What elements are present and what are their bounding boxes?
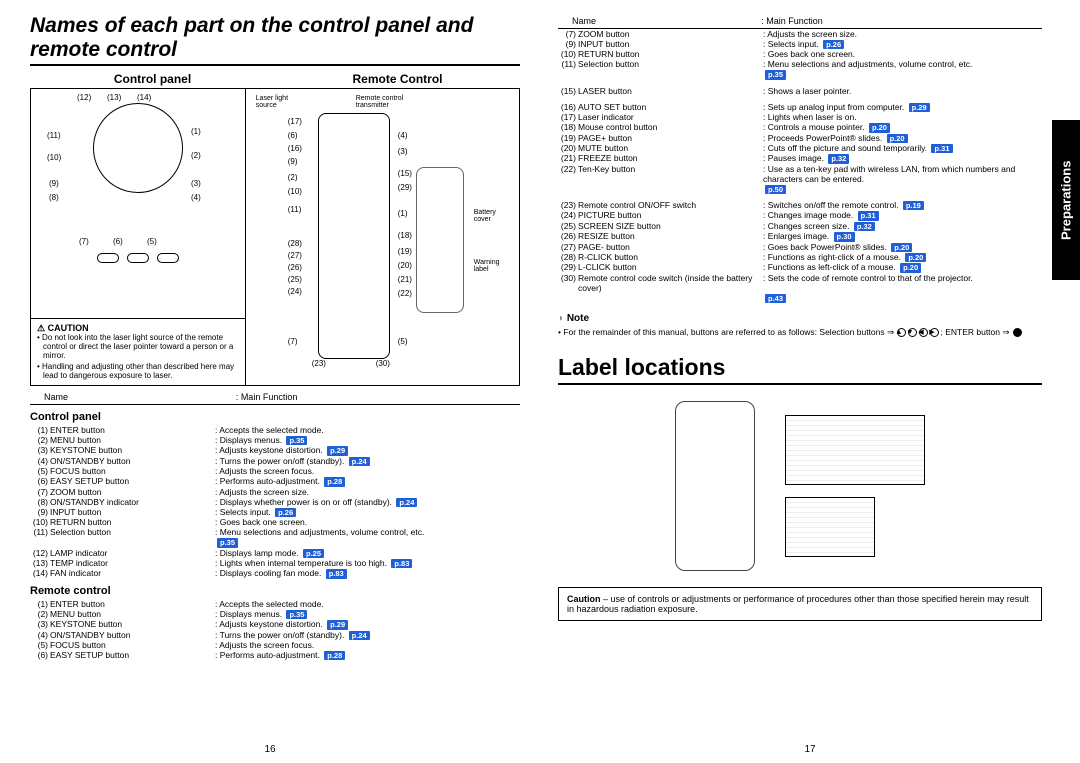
function-row: (21)FREEZE buttonPauses image. p.32 — [558, 153, 1042, 163]
function-row: (6)EASY SETUP buttonPerforms auto-adjust… — [30, 476, 520, 486]
th-function: Main Function — [241, 392, 298, 402]
main-title: Names of each part on the control panel … — [30, 14, 520, 62]
caution-item: Handling and adjusting other than descri… — [37, 362, 239, 380]
label-locations-title: Label locations — [558, 354, 1042, 381]
function-row: (8)ON/STANDBY indicatorDisplays whether … — [30, 497, 520, 507]
caution-box: ⚠ CAUTION Do not look into the laser lig… — [31, 318, 245, 385]
function-row: (11)Selection buttonMenu selections and … — [558, 59, 1042, 69]
function-row: (15)LASER buttonShows a laser pointer. — [558, 86, 1042, 96]
function-row: (5)FOCUS buttonAdjusts the screen focus. — [30, 640, 520, 650]
caution-item: Do not look into the laser light source … — [37, 333, 239, 361]
th-name-r: Name — [558, 16, 761, 26]
page-number-right: 17 — [540, 744, 1080, 755]
page-number-left: 16 — [0, 744, 540, 755]
function-row: (2)MENU buttonDisplays menus. p.35 — [30, 609, 520, 619]
function-row: (27)PAGE- buttonGoes back PowerPoint® sl… — [558, 242, 1042, 252]
function-row: (17)Laser indicatorLights when laser is … — [558, 112, 1042, 122]
function-row: (2)MENU buttonDisplays menus. p.35 — [30, 435, 520, 445]
function-row: (1)ENTER buttonAccepts the selected mode… — [30, 599, 520, 609]
control-panel-diagram: (12) (13) (14) (11) (10) (9) (8) (1) (2)… — [31, 89, 245, 318]
function-row: (4)ON/STANDBY buttonTurns the power on/o… — [30, 456, 520, 466]
function-row: (29)L-CLICK buttonFunctions as left-clic… — [558, 262, 1042, 272]
function-row: (13)TEMP indicatorLights when internal t… — [30, 558, 520, 568]
head-remote-control: Remote Control — [275, 72, 520, 86]
table-header-right: Name : Main Function — [558, 16, 1042, 29]
function-row: (12)LAMP indicatorDisplays lamp mode. p.… — [30, 548, 520, 558]
function-row: p.35 — [558, 69, 1042, 79]
function-row: (10)RETURN buttonGoes back one screen. — [558, 49, 1042, 59]
label-locations-diagram — [558, 391, 1042, 581]
function-row: (9)INPUT buttonSelects input. p.26 — [30, 507, 520, 517]
note-heading: Note — [558, 313, 1042, 324]
function-row: p.43 — [558, 293, 1042, 303]
head-control-panel: Control panel — [30, 72, 275, 86]
th-function-r: Main Function — [766, 16, 823, 26]
function-row: p.35 — [30, 537, 520, 547]
function-row: (24)PICTURE buttonChanges image mode. p.… — [558, 210, 1042, 220]
function-row: (30)Remote control code switch (inside t… — [558, 273, 1042, 293]
table-header: Name : Main Function — [30, 392, 520, 405]
function-row: (11)Selection buttonMenu selections and … — [30, 527, 520, 537]
caution-heading: ⚠ CAUTION — [37, 323, 239, 333]
function-row: (4)ON/STANDBY buttonTurns the power on/o… — [30, 630, 520, 640]
function-row: (6)EASY SETUP buttonPerforms auto-adjust… — [30, 650, 520, 660]
function-row: p.50 — [558, 184, 1042, 194]
function-row: (18)Mouse control buttonControls a mouse… — [558, 122, 1042, 132]
function-row: (1)ENTER buttonAccepts the selected mode… — [30, 425, 520, 435]
function-row: (19)PAGE+ buttonProceeds PowerPoint® sli… — [558, 133, 1042, 143]
function-row: (5)FOCUS buttonAdjusts the screen focus. — [30, 466, 520, 476]
section-control-panel: Control panel — [30, 411, 520, 423]
function-row: (7)ZOOM buttonAdjusts the screen size. — [558, 29, 1042, 39]
side-tab-preparations: Preparations — [1052, 120, 1080, 280]
function-row: (25)SCREEN SIZE buttonChanges screen siz… — [558, 221, 1042, 231]
caution-bottom: Caution – use of controls or adjustments… — [558, 587, 1042, 621]
function-row: (9)INPUT buttonSelects input. p.26 — [558, 39, 1042, 49]
function-row: (3)KEYSTONE buttonAdjusts keystone disto… — [30, 619, 520, 629]
diagram-box: (12) (13) (14) (11) (10) (9) (8) (1) (2)… — [30, 88, 520, 386]
remote-control-diagram: Laser light source Remote control transm… — [246, 89, 519, 385]
function-row: (20)MUTE buttonCuts off the picture and … — [558, 143, 1042, 153]
function-row: (26)RESIZE buttonEnlarges image. p.30 — [558, 231, 1042, 241]
function-row: (3)KEYSTONE buttonAdjusts keystone disto… — [30, 445, 520, 455]
function-row: (7)ZOOM buttonAdjusts the screen size. — [30, 487, 520, 497]
function-row: (10)RETURN buttonGoes back one screen. — [30, 517, 520, 527]
rule2 — [558, 383, 1042, 385]
section-remote-control: Remote control — [30, 585, 520, 597]
th-name: Name — [30, 392, 236, 402]
function-row: (28)R-CLICK buttonFunctions as right-cli… — [558, 252, 1042, 262]
function-row: (14)FAN indicatorDisplays cooling fan mo… — [30, 568, 520, 578]
note-body: For the remainder of this manual, button… — [558, 327, 1042, 338]
function-row: (16)AUTO SET buttonSets up analog input … — [558, 102, 1042, 112]
function-row: (22)Ten-Key buttonUse as a ten-key pad w… — [558, 164, 1042, 184]
function-row: (23)Remote control ON/OFF switchSwitches… — [558, 200, 1042, 210]
rule — [30, 64, 520, 66]
